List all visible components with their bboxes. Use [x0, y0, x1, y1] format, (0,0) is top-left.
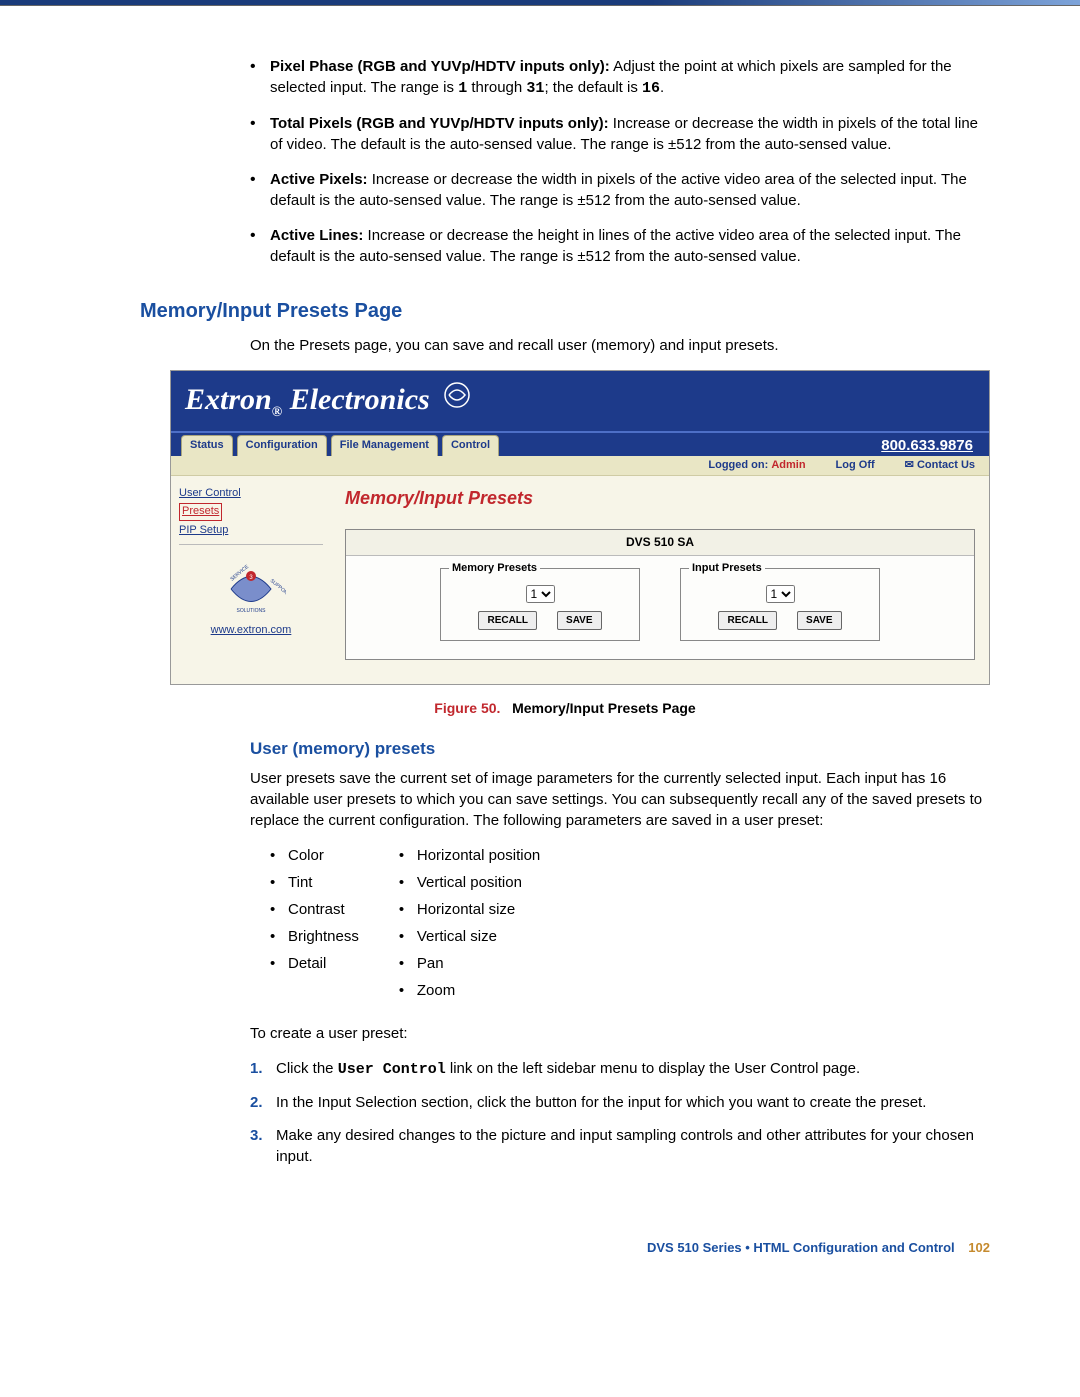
logoff-link[interactable]: Log Off	[836, 458, 875, 473]
page-top-border	[0, 0, 1080, 6]
sidebar-item-presets[interactable]: Presets	[179, 503, 222, 520]
section-heading: Memory/Input Presets Page	[140, 297, 990, 325]
brand-extron: Extron	[185, 383, 272, 416]
contact-us-link[interactable]: ✉ Contact Us	[905, 458, 975, 473]
bullet-total-pixels: Total Pixels (RGB and YUVp/HDTV inputs o…	[250, 113, 990, 155]
panel-title: Memory/Input Presets	[345, 486, 975, 511]
logged-on-label: Logged on: Admin	[708, 458, 805, 473]
ui-tabbar: Status Configuration File Management Con…	[171, 433, 989, 456]
term: Pixel Phase (RGB and YUVp/HDTV inputs on…	[270, 58, 610, 75]
memory-presets-group: Memory Presets 1 RECALL SAVE	[440, 568, 640, 641]
section-intro: On the Presets page, you can save and re…	[250, 335, 990, 356]
param-item: Zoom	[399, 980, 540, 1001]
input-presets-legend: Input Presets	[689, 561, 765, 576]
tab-configuration[interactable]: Configuration	[237, 435, 327, 455]
device-box: DVS 510 SA Memory Presets 1 RECALL SAVE	[345, 529, 975, 660]
param-item: Color	[270, 845, 359, 866]
top-bullet-list: Pixel Phase (RGB and YUVp/HDTV inputs on…	[250, 56, 990, 267]
sidebar-item-pip-setup[interactable]: PIP Setup	[179, 523, 323, 538]
step-1: 1. Click the User Control link on the le…	[250, 1058, 990, 1080]
ui-body: User Control Presets PIP Setup 3 SERVICE…	[171, 476, 989, 684]
registered-mark: ®	[272, 405, 282, 420]
ui-main: Memory/Input Presets DVS 510 SA Memory P…	[331, 476, 989, 684]
figure-ui-screenshot: Extron® Electronics Status Configuration…	[170, 370, 990, 685]
footer-text: DVS 510 Series • HTML Configuration and …	[647, 1240, 955, 1255]
input-presets-select[interactable]: 1	[766, 585, 795, 603]
svg-text:SUPPORT: SUPPORT	[269, 578, 286, 598]
device-title: DVS 510 SA	[346, 530, 974, 556]
ui-header: Extron® Electronics	[171, 371, 989, 433]
bullet-pixel-phase: Pixel Phase (RGB and YUVp/HDTV inputs on…	[250, 56, 990, 99]
tab-control[interactable]: Control	[442, 435, 499, 455]
param-col-2: Horizontal position Vertical position Ho…	[399, 845, 540, 1007]
tab-status[interactable]: Status	[181, 435, 233, 455]
user-presets-para: User presets save the current set of ima…	[250, 768, 990, 831]
tabs: Status Configuration File Management Con…	[181, 435, 499, 455]
sub-heading-user-presets: User (memory) presets	[250, 737, 990, 761]
param-item: Vertical position	[399, 872, 540, 893]
param-item: Horizontal size	[399, 899, 540, 920]
s3-logo-icon: 3 SERVICE SUPPORT SOLUTIONS	[216, 559, 286, 619]
step-3: 3. Make any desired changes to the pictu…	[250, 1125, 990, 1167]
brand-electronics: Electronics	[290, 383, 430, 416]
term: Active Lines:	[270, 227, 363, 244]
term: Active Pixels:	[270, 171, 368, 188]
param-item: Brightness	[270, 926, 359, 947]
param-item: Horizontal position	[399, 845, 540, 866]
input-recall-button[interactable]: RECALL	[718, 611, 777, 630]
param-col-1: Color Tint Contrast Brightness Detail	[270, 845, 359, 1007]
memory-presets-legend: Memory Presets	[449, 561, 540, 576]
preset-row: Memory Presets 1 RECALL SAVE Input Prese…	[346, 556, 974, 659]
param-item: Tint	[270, 872, 359, 893]
envelope-icon: ✉	[905, 459, 914, 471]
page-number: 102	[968, 1240, 990, 1255]
figure-caption: Figure 50. Memory/Input Presets Page	[140, 699, 990, 719]
figure-number: Figure 50.	[434, 700, 500, 716]
param-item: Detail	[270, 953, 359, 974]
memory-save-button[interactable]: SAVE	[557, 611, 602, 630]
figure-text: Memory/Input Presets Page	[512, 700, 696, 716]
term: Total Pixels (RGB and YUVp/HDTV inputs o…	[270, 115, 609, 132]
ui-sidebar: User Control Presets PIP Setup 3 SERVICE…	[171, 476, 331, 684]
ui-statusbar: Logged on: Admin Log Off ✉ Contact Us	[171, 456, 989, 476]
ui-root: Extron® Electronics Status Configuration…	[171, 371, 989, 684]
param-item: Pan	[399, 953, 540, 974]
param-item: Contrast	[270, 899, 359, 920]
sidebar-item-user-control[interactable]: User Control	[179, 486, 323, 501]
memory-recall-button[interactable]: RECALL	[478, 611, 537, 630]
bullet-active-lines: Active Lines: Increase or decrease the h…	[250, 225, 990, 267]
page-footer: DVS 510 Series • HTML Configuration and …	[0, 1219, 1080, 1287]
param-item: Vertical size	[399, 926, 540, 947]
page-content: Pixel Phase (RGB and YUVp/HDTV inputs on…	[0, 56, 1080, 1219]
input-save-button[interactable]: SAVE	[797, 611, 842, 630]
extron-swirl-icon	[443, 389, 471, 415]
sidebar-divider	[179, 544, 323, 545]
create-intro: To create a user preset:	[250, 1023, 990, 1044]
input-presets-group: Input Presets 1 RECALL SAVE	[680, 568, 880, 641]
memory-presets-select[interactable]: 1	[526, 585, 555, 603]
parameters-columns: Color Tint Contrast Brightness Detail Ho…	[270, 845, 990, 1007]
step-2: 2. In the Input Selection section, click…	[250, 1092, 990, 1113]
steps-list: 1. Click the User Control link on the le…	[250, 1058, 990, 1167]
phone-number: 800.633.9876	[881, 435, 979, 456]
extron-url-link[interactable]: www.extron.com	[179, 623, 323, 638]
svg-text:SOLUTIONS: SOLUTIONS	[237, 608, 267, 614]
bullet-active-pixels: Active Pixels: Increase or decrease the …	[250, 169, 990, 211]
tab-file-management[interactable]: File Management	[331, 435, 438, 455]
